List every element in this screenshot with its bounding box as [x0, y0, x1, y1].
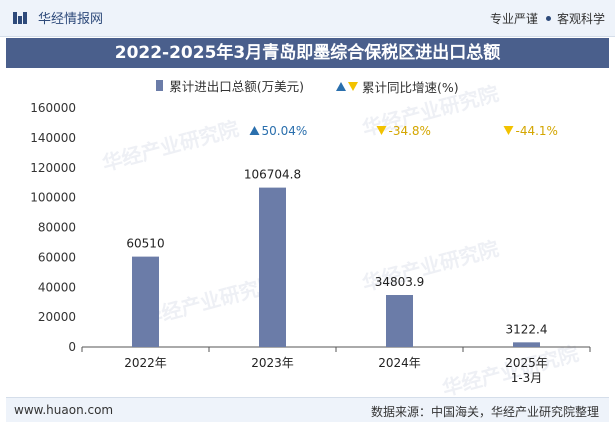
y-tick-label: 40000 — [38, 280, 76, 294]
slogan-1: 专业严谨 — [489, 12, 538, 26]
y-tick-label: 100000 — [30, 191, 76, 205]
x-tick-label: 1-3月 — [511, 371, 543, 385]
y-tick-label: 20000 — [38, 310, 76, 324]
data-label: 3122.4 — [506, 322, 548, 336]
slogan-2: 客观科学 — [556, 12, 605, 26]
footer: www.huaon.com 数据来源：中国海关，华经产业研究院整理 — [6, 397, 609, 422]
y-tick-label: 160000 — [30, 101, 76, 115]
growth-label: -34.8% — [389, 124, 431, 138]
legend-label-growth: 累计同比增速(%) — [362, 80, 459, 95]
brand-name: 华经情报网 — [38, 12, 104, 27]
x-tick-label: 2025年 — [505, 356, 548, 370]
data-label: 106704.8 — [244, 168, 301, 182]
slogan-dot-icon — [545, 16, 551, 21]
brand[interactable]: 华经情报网 — [12, 8, 103, 27]
growth-label: -44.1% — [516, 124, 558, 138]
y-tick-label: 80000 — [38, 221, 76, 235]
slogan: 专业严谨 客观科学 — [490, 10, 605, 27]
top-bar: 华经情报网 专业严谨 客观科学 — [0, 0, 615, 37]
growth-up-marker — [249, 126, 260, 135]
chart-legend: 累计进出口总额(万美元) 累计同比增速(%) — [0, 76, 615, 96]
logo-icon — [13, 11, 27, 24]
bar — [132, 256, 159, 347]
y-tick-label: 120000 — [30, 161, 76, 175]
bar — [386, 295, 413, 347]
y-tick-label: 60000 — [38, 250, 76, 264]
x-tick-label: 2022年 — [124, 356, 167, 370]
chart-title: 2022-2025年3月青岛即墨综合保税区进出口总额 — [6, 38, 609, 68]
y-tick-label: 0 — [68, 340, 76, 354]
legend-up-triangle-icon — [336, 82, 347, 91]
growth-down-marker — [503, 126, 514, 135]
legend-down-triangle-icon — [348, 82, 359, 91]
legend-bar-swatch — [156, 80, 164, 91]
x-tick-label: 2024年 — [378, 356, 421, 370]
legend-label-total: 累计进出口总额(万美元) — [169, 79, 305, 94]
bar — [513, 342, 540, 347]
growth-down-marker — [376, 126, 387, 135]
data-label: 60510 — [126, 237, 164, 251]
y-tick-label: 140000 — [30, 131, 76, 145]
x-tick-label: 2023年 — [251, 356, 294, 370]
growth-label: 50.04% — [262, 124, 308, 138]
footer-url[interactable]: www.huaon.com — [14, 403, 114, 417]
footer-source: 数据来源：中国海关，华经产业研究院整理 — [370, 405, 599, 419]
legend-item-growth: 累计同比增速(%) — [336, 77, 459, 96]
legend-item-total: 累计进出口总额(万美元) — [156, 76, 304, 95]
bar — [259, 187, 286, 347]
data-label: 34803.9 — [375, 275, 425, 289]
